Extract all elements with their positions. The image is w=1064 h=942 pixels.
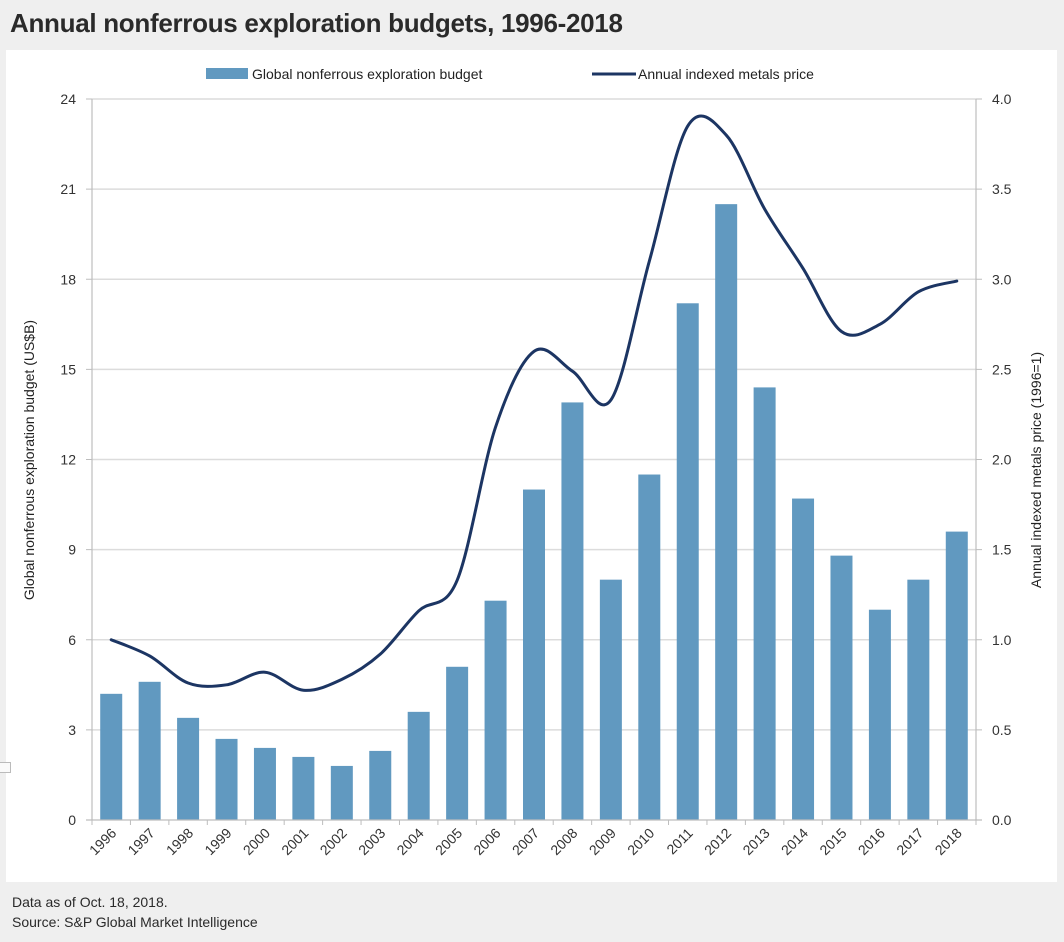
- footer: Data as of Oct. 18, 2018. Source: S&P Gl…: [12, 892, 258, 932]
- x-tick-label: 1999: [201, 825, 234, 858]
- x-tick-label: 2003: [355, 825, 388, 858]
- bar-2005: [446, 666, 469, 820]
- bar-1999: [215, 738, 238, 820]
- y-left-tick-label: 18: [60, 271, 76, 287]
- x-tick-label: 2015: [816, 825, 849, 858]
- legend-bar-swatch: [206, 68, 248, 79]
- y-left-tick-label: 6: [68, 632, 76, 648]
- y-right-tick-label: 1.5: [992, 542, 1012, 558]
- footer-source: Source: S&P Global Market Intelligence: [12, 914, 258, 930]
- legend-bar-label: Global nonferrous exploration budget: [252, 66, 482, 82]
- x-tick-label: 2005: [432, 825, 465, 858]
- bar-2010: [638, 474, 661, 820]
- x-tick-label: 2001: [278, 825, 311, 858]
- bar-2018: [945, 531, 968, 820]
- y-right-tick-label: 2.5: [992, 361, 1012, 377]
- bar-2000: [253, 747, 276, 820]
- x-tick-label: 2009: [586, 825, 619, 858]
- y-left-tick-label: 15: [60, 361, 76, 377]
- x-tick-label: 2000: [240, 825, 273, 858]
- x-tick-label: 2006: [470, 825, 503, 858]
- y-right-tick-label: 4.0: [992, 91, 1012, 107]
- bar-2014: [792, 498, 815, 820]
- line-series: [109, 114, 959, 692]
- bar-2017: [907, 579, 930, 820]
- x-tick-label: 2010: [624, 825, 657, 858]
- y-axis-left-title: Global nonferrous exploration budget (US…: [21, 320, 37, 600]
- y-right-tick-label: 2.0: [992, 452, 1012, 468]
- axes: [86, 98, 982, 825]
- legend-line-label: Annual indexed metals price: [638, 66, 814, 82]
- y-left-tick-label: 3: [68, 722, 76, 738]
- x-tick-label: 2011: [663, 825, 696, 858]
- x-tick-label: 1996: [86, 825, 119, 858]
- bar-2008: [561, 402, 584, 820]
- y-left-tick-label: 0: [68, 812, 76, 828]
- x-tick-label: 2014: [778, 825, 811, 858]
- bar-1997: [138, 681, 161, 820]
- x-tick-label: 2002: [317, 825, 350, 858]
- x-tick-label: 2004: [393, 825, 426, 858]
- bar-1998: [177, 717, 200, 820]
- bar-2001: [292, 756, 315, 820]
- y-left-tick-label: 24: [60, 91, 76, 107]
- legend: Global nonferrous exploration budget Ann…: [206, 66, 814, 82]
- bar-series: [100, 204, 968, 821]
- y-right-tick-label: 0.5: [992, 722, 1012, 738]
- bar-2016: [868, 609, 891, 820]
- y-right-tick-label: 0.0: [992, 812, 1012, 828]
- metals-price-line: [109, 114, 959, 692]
- bar-2002: [330, 765, 353, 820]
- x-tick-label: 2012: [701, 825, 734, 858]
- bar-2015: [830, 555, 853, 820]
- x-tick-label: 2013: [739, 825, 772, 858]
- bar-2012: [715, 204, 738, 821]
- bar-2013: [753, 387, 776, 820]
- bar-2006: [484, 600, 507, 820]
- y-right-tick-label: 3.0: [992, 271, 1012, 287]
- y-left-tick-label: 21: [60, 181, 76, 197]
- bar-1996: [100, 693, 123, 820]
- x-tick-label: 2016: [855, 825, 888, 858]
- x-tick-label: 2007: [509, 825, 542, 858]
- bar-2004: [407, 711, 430, 820]
- bar-2003: [369, 750, 392, 820]
- bar-2007: [523, 489, 545, 820]
- x-tick-label: 1998: [163, 825, 196, 858]
- chart-title: Annual nonferrous exploration budgets, 1…: [10, 8, 623, 38]
- y-right-tick-label: 3.5: [992, 181, 1012, 197]
- x-tick-label: 2008: [547, 825, 580, 858]
- footer-data-note: Data as of Oct. 18, 2018.: [12, 894, 168, 910]
- x-tick-label: 1997: [124, 825, 157, 858]
- y-right-tick-label: 1.0: [992, 632, 1012, 648]
- x-tick-label: 2017: [893, 825, 926, 858]
- y-left-tick-label: 9: [68, 542, 76, 558]
- bar-2009: [599, 579, 622, 820]
- y-left-tick-label: 12: [60, 452, 76, 468]
- y-axis-right-title: Annual indexed metals price (1996=1): [1028, 352, 1044, 588]
- edge-handle[interactable]: [0, 762, 11, 773]
- x-tick-label: 2018: [932, 825, 965, 858]
- bar-2011: [676, 303, 699, 820]
